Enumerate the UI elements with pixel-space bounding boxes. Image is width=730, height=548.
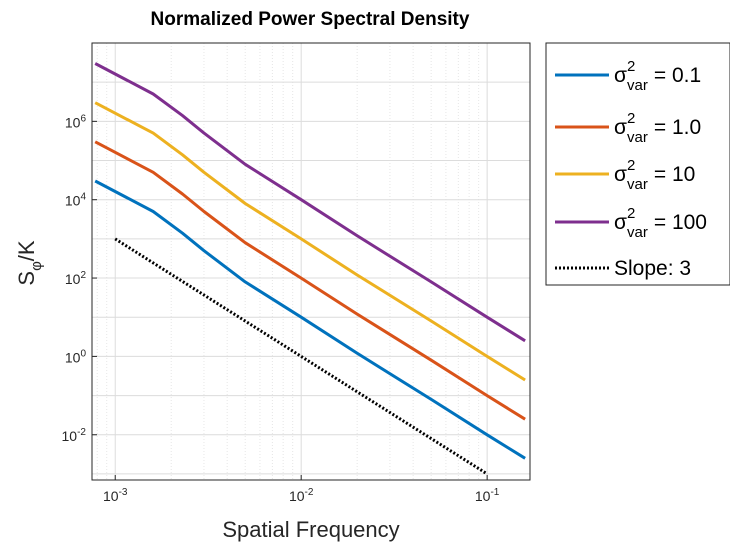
y-axis-label-sub: φ — [28, 261, 45, 271]
legend-sigma: σ — [614, 64, 627, 87]
legend-value: = 1.0 — [654, 116, 701, 139]
legend-sigma: σ — [614, 163, 627, 186]
x-tick-label-exp: -3 — [119, 487, 128, 498]
y-axis-label-main: S — [14, 271, 39, 286]
legend-value: = 0.1 — [654, 64, 701, 87]
y-tick-label-base: 10 — [65, 271, 81, 287]
legend-sup: 2 — [627, 157, 635, 174]
y-tick-label-exp: 0 — [80, 348, 86, 359]
y-tick-label-base: 10 — [65, 193, 81, 209]
y-tick-label-exp: 2 — [80, 270, 86, 281]
x-tick-label-exp: -2 — [305, 487, 314, 498]
legend-label-1: σ2 var = 1.0 — [614, 110, 701, 146]
legend-value: = 10 — [654, 163, 695, 186]
legend-sup: 2 — [627, 110, 635, 127]
series-line-1 — [94, 140, 526, 421]
x-tick-label-base: 10 — [475, 488, 491, 504]
plot-area — [92, 43, 530, 480]
x-tick-label: 10-3 — [103, 487, 128, 504]
legend-sigma: σ — [614, 211, 627, 234]
legend-label-4: Slope: 3 — [614, 257, 691, 280]
legend-label-0: σ2 var = 0.1 — [614, 58, 701, 94]
legend-value: = 100 — [654, 211, 707, 234]
y-tick-label-base: 10 — [65, 349, 81, 365]
legend-sub: var — [627, 224, 648, 241]
plot-frame — [91, 42, 531, 481]
chart-title: Normalized Power Spectral Density — [151, 9, 470, 30]
x-tick-label-exp: -1 — [490, 487, 499, 498]
x-tick-label: 10-1 — [475, 487, 500, 504]
legend-sigma: σ — [614, 116, 627, 139]
x-axis-label: Spatial Frequency — [222, 517, 399, 542]
y-tick-label-exp: 4 — [80, 192, 86, 203]
legend-box — [545, 42, 730, 286]
legend-sup: 2 — [627, 205, 635, 222]
y-axis-label-tail: /K — [14, 240, 39, 261]
series-layer — [94, 62, 526, 476]
y-tick-label-base: 10 — [65, 114, 81, 130]
series-line-3 — [94, 62, 526, 343]
legend-label-2: σ2 var = 10 — [614, 157, 695, 193]
grid — [92, 42, 530, 480]
legend-sub: var — [627, 129, 648, 146]
y-tick-label-base: 10 — [62, 428, 78, 444]
legend-sub: var — [627, 77, 648, 94]
series-line-2 — [94, 101, 526, 382]
y-tick-label: 102 — [65, 270, 87, 287]
y-tick-label-exp: 6 — [80, 113, 86, 124]
y-tick-label: 106 — [65, 113, 87, 130]
y-tick-label: 104 — [65, 192, 87, 209]
y-tick-label: 100 — [65, 348, 87, 365]
x-tick-label: 10-2 — [289, 487, 314, 504]
x-tick-label-base: 10 — [289, 488, 305, 504]
legend-label-3: σ2 var = 100 — [614, 205, 707, 241]
legend-sup: 2 — [627, 58, 635, 75]
y-axis-label: Sφ/K — [14, 240, 45, 286]
series-line-0 — [94, 179, 526, 460]
legend-sub: var — [627, 176, 648, 193]
y-tick-label-exp: -2 — [77, 427, 86, 438]
y-tick-label: 10-2 — [62, 427, 87, 444]
series-line-4 — [114, 237, 488, 476]
x-tick-label-base: 10 — [103, 488, 119, 504]
